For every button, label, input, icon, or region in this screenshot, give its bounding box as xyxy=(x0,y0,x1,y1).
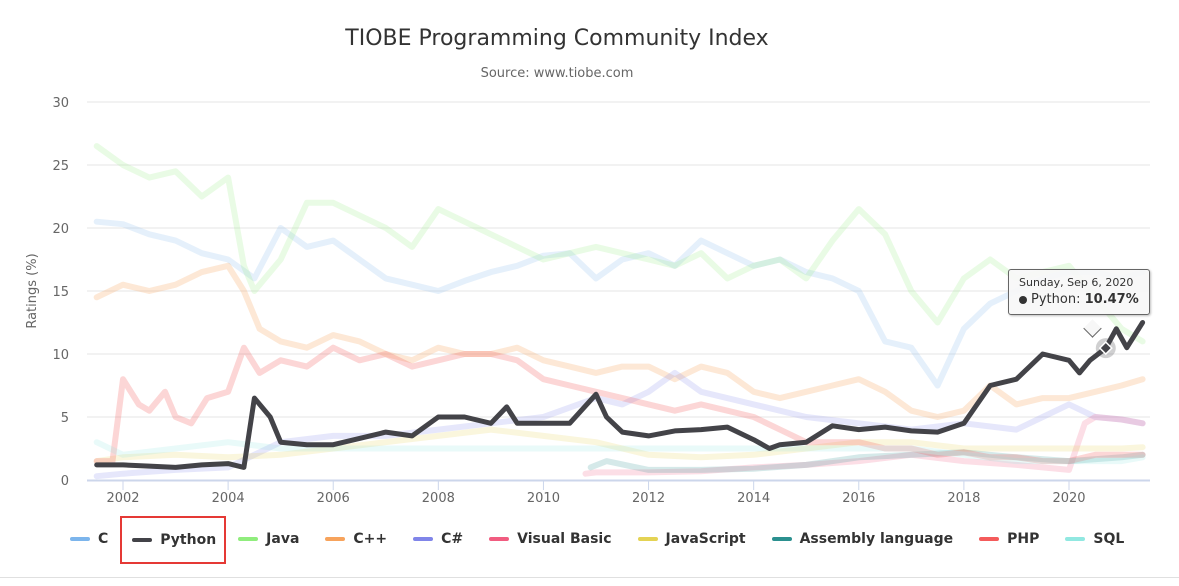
legend-swatch-icon xyxy=(489,537,510,541)
grid-lines xyxy=(87,101,1150,418)
legend: C Python Java C++ C# Visual Basic JavaScript As… xyxy=(70,516,1150,564)
legend-swatch-icon xyxy=(413,537,434,541)
series-line-python[interactable] xyxy=(94,320,1146,470)
tooltip: Sunday, Sep 6, 2020 Python: 10.47% xyxy=(1008,269,1150,315)
y-tick-label: 0 xyxy=(61,474,69,489)
legend-item-java[interactable]: Java xyxy=(238,527,299,551)
chart-subtitle: Source: www.tiobe.com xyxy=(480,66,634,81)
legend-swatch-icon xyxy=(238,537,259,541)
legend-swatch-icon xyxy=(771,537,792,541)
legend-label: Visual Basic xyxy=(517,531,612,547)
hover-point-diamond-icon xyxy=(1098,341,1113,356)
legend-item-c[interactable]: C++ xyxy=(325,527,387,551)
legend-label: Assembly language xyxy=(799,531,954,547)
legend-swatch-icon xyxy=(637,537,658,541)
legend-swatch-icon xyxy=(979,537,1000,541)
legend-swatch-icon xyxy=(70,537,90,541)
tooltip-row: Python: 10.47% xyxy=(1019,292,1139,307)
bottom-divider xyxy=(0,577,1179,578)
y-tick-label: 10 xyxy=(52,348,69,363)
legend-label: C xyxy=(98,531,109,547)
legend-item-visual-basic[interactable]: Visual Basic xyxy=(489,527,612,551)
tooltip-value: 10.47% xyxy=(1084,292,1139,307)
chart-title: TIOBE Programming Community Index xyxy=(345,26,769,51)
y-axis-label: Ratings (%) xyxy=(25,253,40,328)
y-tick-label: 30 xyxy=(52,96,69,111)
legend-swatch-icon xyxy=(1065,537,1086,541)
x-tick-label: 2010 xyxy=(527,491,560,506)
series-line-java[interactable] xyxy=(93,143,1146,345)
x-tick-label: 2006 xyxy=(317,491,350,506)
series-lines xyxy=(93,143,1146,480)
y-axis-ticks: 0 5 10 15 20 25 30 xyxy=(52,96,69,489)
tooltip-series-dot-icon xyxy=(1019,295,1027,304)
x-axis: 2002 2004 2006 2008 2010 2012 2014 2016 2018 2020 xyxy=(87,479,1150,506)
y-tick-label: 20 xyxy=(52,222,69,237)
x-tick-label: 2002 xyxy=(106,491,139,506)
series-line-c[interactable] xyxy=(93,218,1146,389)
legend-label: JavaScript xyxy=(665,531,746,547)
legend-label: C# xyxy=(441,531,464,547)
legend-item-php[interactable]: PHP xyxy=(979,527,1039,551)
x-tick-label: 2012 xyxy=(632,491,665,506)
legend-item-javascript[interactable]: JavaScript xyxy=(637,527,746,551)
series-line-javascript[interactable] xyxy=(93,426,1146,465)
x-tick-label: 2018 xyxy=(947,491,980,506)
legend-label: Java xyxy=(266,531,300,547)
legend-item-sql[interactable]: SQL xyxy=(1065,527,1124,551)
x-tick-label: 2014 xyxy=(737,491,770,506)
legend-item-c[interactable]: C# xyxy=(413,527,463,551)
tooltip-separator: : xyxy=(1076,292,1085,307)
y-tick-label: 5 xyxy=(61,411,69,426)
x-tick-label: 2004 xyxy=(212,491,245,506)
series-line-sql[interactable] xyxy=(93,439,1146,465)
legend-swatch-icon xyxy=(132,538,153,542)
legend-label: Python xyxy=(160,532,217,548)
series-line-assembly-language[interactable] xyxy=(587,449,1146,473)
series-line-c[interactable] xyxy=(93,262,1146,420)
legend-label: SQL xyxy=(1093,531,1125,547)
legend-item-c[interactable]: C xyxy=(70,527,108,551)
y-tick-label: 15 xyxy=(52,285,69,300)
x-tick-label: 2020 xyxy=(1052,491,1085,506)
tooltip-date: Sunday, Sep 6, 2020 xyxy=(1019,276,1134,289)
series-line-php[interactable] xyxy=(93,344,1146,465)
y-tick-label: 25 xyxy=(52,159,69,174)
legend-label: PHP xyxy=(1007,531,1040,547)
x-tick-label: 2008 xyxy=(422,491,455,506)
legend-swatch-icon xyxy=(325,537,346,541)
hover-marker xyxy=(1095,338,1116,359)
legend-item-python[interactable]: Python xyxy=(120,516,227,564)
x-tick-label: 2016 xyxy=(842,491,875,506)
series-line-visual-basic[interactable] xyxy=(582,414,1146,477)
legend-label: C++ xyxy=(353,531,388,547)
legend-item-assembly-language[interactable]: Assembly language xyxy=(771,527,954,551)
tooltip-series-name: Python xyxy=(1031,292,1077,307)
